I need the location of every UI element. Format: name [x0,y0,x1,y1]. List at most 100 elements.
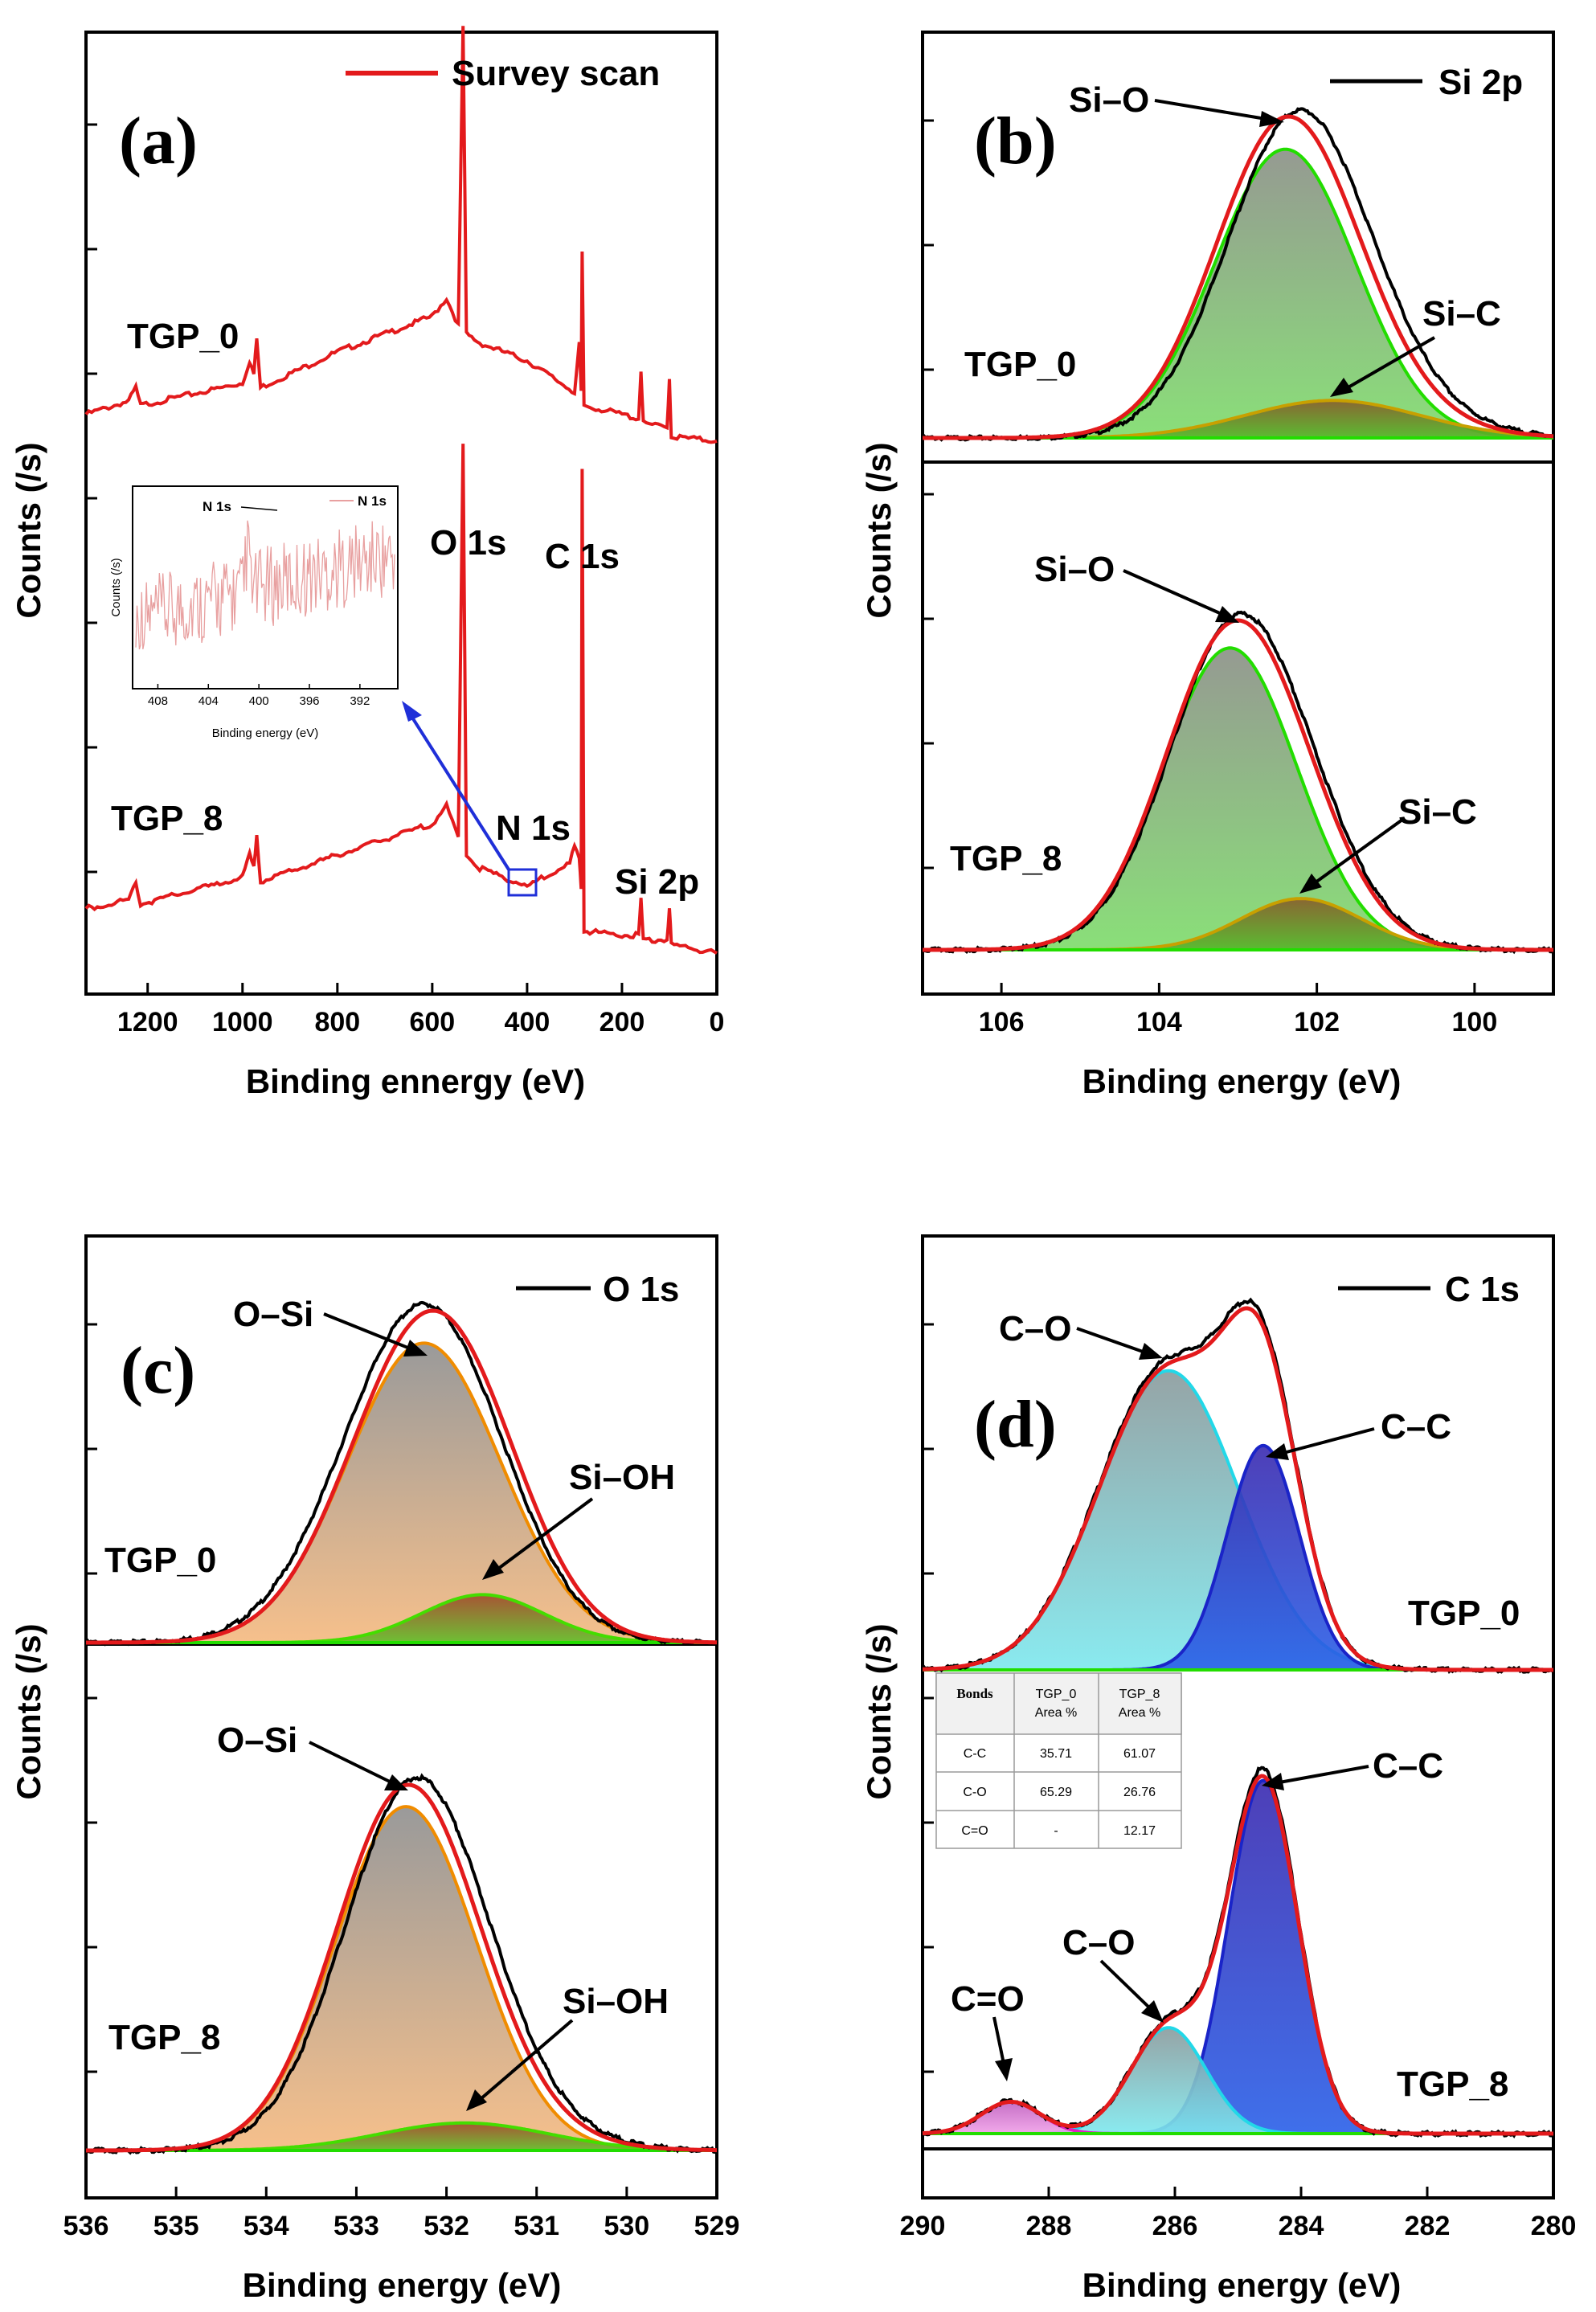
panel-c-sample-label-tgp8: TGP_8 [108,2018,220,2057]
panel-c-arrows [309,1312,594,2111]
fit-envelope [923,114,1554,440]
panel-b-arrow-sio-bottom [1123,569,1222,616]
panel-c-peak-label-osi-top: O–Si [233,1295,313,1334]
panel-c-legend-text: O 1s [603,1270,679,1309]
panel-d-y-axis-title: Counts (/s) [860,1623,898,1799]
panel-a-y-ticks [86,123,97,874]
panel-a-plot-area [84,26,718,955]
panel-c-arrow-sioh-bottom [479,2019,574,2101]
x-tick-label: 0 [710,1007,725,1037]
x-tick-label: 531 [514,2211,559,2241]
panel-c-arrowhead-osi-top [403,1340,428,1357]
panel-d-arrowhead-ceo-bottom [995,2058,1013,2081]
x-tick-label: 534 [243,2211,289,2241]
table-header-tgp0-unit: Area % [1035,1706,1077,1720]
x-tick-label: 280 [1531,2211,1577,2241]
table-header-tgp8-unit: Area % [1119,1706,1160,1720]
panel-b-sample-label-tgp8: TGP_8 [950,839,1062,878]
panel-d-peak-label-cc-bottom: C–C [1373,1746,1443,1786]
x-tick-label: 1000 [212,1007,273,1037]
panel-a-sample-label-tgp0: TGP_0 [127,317,239,356]
component-fill-cc [923,1780,1553,2134]
x-tick-label: 282 [1405,2211,1451,2241]
component-fill-sio [923,648,1553,950]
inset-x-tick-label: 408 [148,694,168,708]
table-header-bonds: Bonds [956,1686,993,1701]
x-tick-label: 284 [1279,2211,1324,2241]
inset-annotation-arrow [240,506,278,511]
table-cell: C=O [961,1824,988,1838]
panel-a-zoom-arrow-line [407,710,510,871]
table-cell: 61.07 [1123,1747,1156,1761]
panel-a-frame [84,31,718,996]
panel-b-peak-label-sio-top: Si–O [1069,80,1149,120]
panel-b-x-axis-title: Binding energy (eV) [1082,1062,1402,1100]
panel-d-label: (d) [974,1387,1057,1462]
panel-d-frame [921,1234,1555,2199]
table-cell: C-O [963,1786,986,1799]
panel-a-zoom-arrowhead [402,701,422,722]
survey-line-tgp_0 [84,26,718,444]
component-fill-osi [86,1343,717,1643]
panel-a-inset: 408 404 400 396 392 N 1s N 1s Binding energy… [109,485,399,740]
panel-a-survey-scan: 1200 1000 800 600 400 200 0 (a) Survey scan TG… [10,26,724,1100]
x-tick-label: 535 [153,2211,199,2241]
panel-c-arrowhead-sioh-bottom [466,2089,487,2111]
panel-d-x-ticks: 290 288 286 284 282 280 [900,1323,1577,2241]
panel-c-y-axis-title: Counts (/s) [10,1623,47,1799]
panel-c-peak-label-sioh-top: Si–OH [569,1458,675,1497]
x-tick-label: 530 [604,2211,649,2241]
inset-x-axis-title: Binding energy (eV) [212,726,319,740]
fit-envelope [922,1774,1553,2136]
inset-frame [132,485,399,690]
panel-a-sample-label-tgp8: TGP_8 [111,799,223,838]
fit-envelope [86,1308,717,1645]
panel-b-arrowhead-sic-bottom [1299,874,1322,894]
panel-c-arrow-osi-bottom [309,1741,392,1784]
x-tick-label: 532 [424,2211,469,2241]
x-tick-label: 529 [694,2211,740,2241]
component-fill-osi [86,1807,717,2150]
x-tick-label: 533 [334,2211,379,2241]
table-cell: 26.76 [1123,1786,1156,1799]
panel-d-sample-label-tgp8: TGP_8 [1397,2064,1508,2104]
x-tick-label: 536 [63,2211,109,2241]
inset-x-tick-label: 396 [299,694,319,708]
panel-c-sample-label-tgp0: TGP_0 [104,1541,216,1580]
x-tick-label: 288 [1026,2211,1072,2241]
inset-n1s-trace [135,520,395,650]
panel-d-peak-label-cc-top: C–C [1381,1407,1451,1447]
x-tick-label: 286 [1152,2211,1198,2241]
panel-b-x-ticks: 106 104 102 100 [923,119,1497,1037]
inset-annotation-n1s: N 1s [203,499,231,514]
panel-a-x-axis-title: Binding ennergy (eV) [246,1062,585,1100]
panel-b-peak-label-sic-bottom: Si–C [1398,792,1477,832]
panel-c-arrow-osi-top [323,1312,411,1350]
panel-b-arrow-sic-top [1345,336,1436,390]
panel-b-si2p: 106 104 102 100 (b) Si 2p TGP_0 TGP_8 Si–O … [860,31,1555,1100]
panel-d-c1s: 290 288 286 284 282 280 (d) C 1s TGP_0 TGP_8 … [860,1234,1577,2304]
panel-d-arrow-ceo-bottom [992,2016,1005,2064]
fit-envelope [922,1306,1553,1672]
panel-b-peak-label-sic-top: Si–C [1422,294,1501,334]
panel-b-sample-label-tgp0: TGP_0 [964,345,1076,384]
panel-d-arrow-cc-top [1283,1427,1375,1455]
panel-c-x-axis-title: Binding energy (eV) [243,2266,562,2304]
component-fill-c=o [923,2101,1553,2134]
panel-d-arrow-co-top [1076,1327,1146,1354]
x-tick-label: 106 [979,1007,1025,1037]
panel-a-n1s-zoom-box [507,868,538,897]
panel-a-label: (a) [119,104,198,178]
panel-c-frame [84,1234,718,2199]
panel-c-arrowhead-osi-bottom [384,1774,408,1790]
panel-b-arrowhead-sic-top [1330,378,1353,397]
panel-c-peak-label-sioh-bottom: Si–OH [563,1982,669,2021]
panel-b-arrow-sic-bottom [1314,818,1404,884]
panel-c-o1s: 536 535 534 533 532 531 530 529 (c) O 1s TGP_0 … [10,1234,740,2304]
panel-b-arrowhead-sio-bottom [1215,606,1239,623]
table-cell: - [1054,1824,1058,1838]
panel-a-y-axis-title: Counts (/s) [10,442,47,618]
inset-x-ticks: 408 404 400 396 392 [148,684,370,708]
x-tick-label: 1200 [117,1007,178,1037]
